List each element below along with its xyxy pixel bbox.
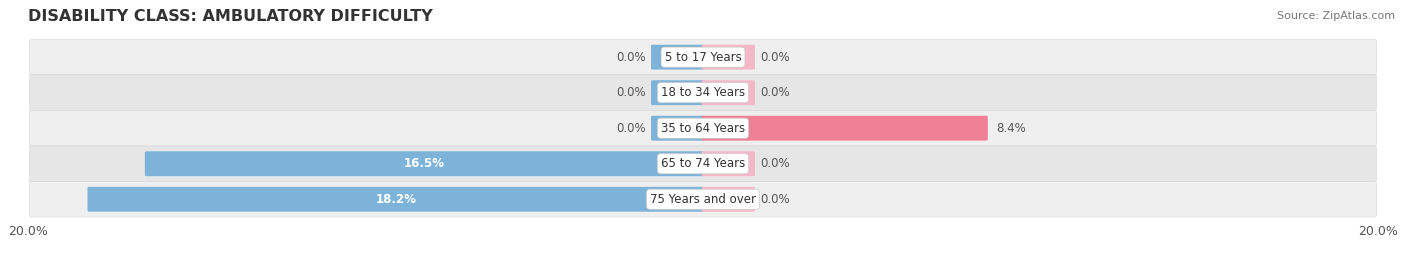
Text: 5 to 17 Years: 5 to 17 Years xyxy=(665,51,741,64)
Text: DISABILITY CLASS: AMBULATORY DIFFICULTY: DISABILITY CLASS: AMBULATORY DIFFICULTY xyxy=(28,9,433,24)
Text: 18 to 34 Years: 18 to 34 Years xyxy=(661,86,745,99)
Text: 0.0%: 0.0% xyxy=(616,86,645,99)
FancyBboxPatch shape xyxy=(30,39,1376,75)
Text: 35 to 64 Years: 35 to 64 Years xyxy=(661,122,745,135)
Text: 0.0%: 0.0% xyxy=(616,122,645,135)
FancyBboxPatch shape xyxy=(30,111,1376,146)
FancyBboxPatch shape xyxy=(702,151,755,176)
Text: 18.2%: 18.2% xyxy=(375,193,416,206)
FancyBboxPatch shape xyxy=(702,187,755,212)
Text: 0.0%: 0.0% xyxy=(761,193,790,206)
Text: 0.0%: 0.0% xyxy=(761,51,790,64)
FancyBboxPatch shape xyxy=(651,116,704,141)
FancyBboxPatch shape xyxy=(651,80,704,105)
FancyBboxPatch shape xyxy=(87,187,704,212)
Text: Source: ZipAtlas.com: Source: ZipAtlas.com xyxy=(1277,11,1395,21)
FancyBboxPatch shape xyxy=(702,45,755,70)
FancyBboxPatch shape xyxy=(702,116,988,141)
FancyBboxPatch shape xyxy=(702,80,755,105)
Text: 75 Years and over: 75 Years and over xyxy=(650,193,756,206)
Text: 65 to 74 Years: 65 to 74 Years xyxy=(661,157,745,170)
FancyBboxPatch shape xyxy=(30,75,1376,111)
FancyBboxPatch shape xyxy=(30,146,1376,182)
FancyBboxPatch shape xyxy=(30,182,1376,217)
Text: 0.0%: 0.0% xyxy=(761,157,790,170)
Text: 16.5%: 16.5% xyxy=(404,157,446,170)
Text: 0.0%: 0.0% xyxy=(616,51,645,64)
FancyBboxPatch shape xyxy=(145,151,704,176)
Text: 0.0%: 0.0% xyxy=(761,86,790,99)
FancyBboxPatch shape xyxy=(651,45,704,70)
Text: 8.4%: 8.4% xyxy=(997,122,1026,135)
